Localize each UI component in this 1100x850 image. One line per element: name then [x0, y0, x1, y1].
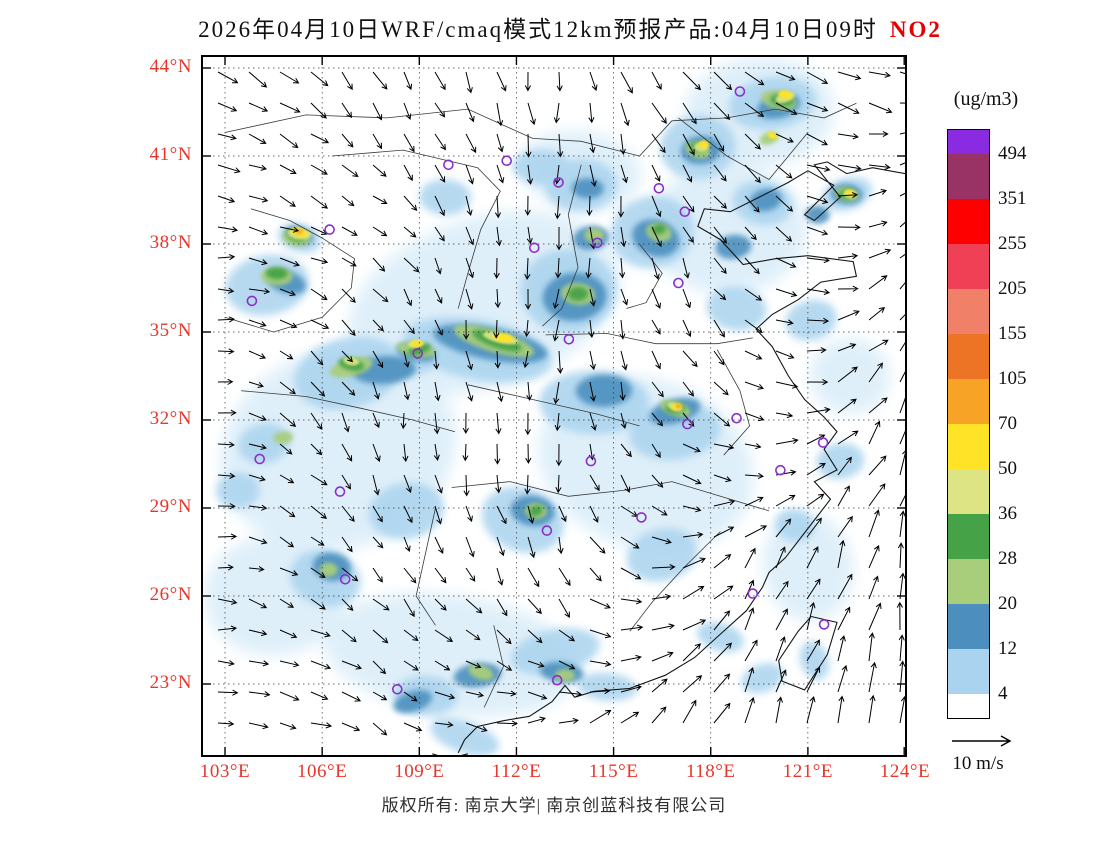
colorbar-block [948, 334, 989, 379]
wind-scale-label: 10 m/s [952, 753, 1004, 774]
colorbar-block [948, 130, 989, 154]
colorbar-level-label: 155 [998, 323, 1027, 344]
colorbar-level-label: 28 [998, 548, 1017, 569]
colorbar-block [948, 649, 989, 694]
title-species: NO2 [889, 17, 942, 42]
colorbar-level-label: 50 [998, 458, 1017, 479]
wind-scale-arrow-icon [952, 735, 1012, 747]
y-tick-label: 32°N [149, 407, 192, 429]
colorbar-level-label: 4 [998, 683, 1008, 704]
colorbar-block [948, 199, 989, 244]
colorbar-level-label: 20 [998, 593, 1017, 614]
wind-arrows [217, 71, 905, 736]
colorbar-block [948, 604, 989, 649]
colorbar-block [948, 244, 989, 289]
axis-ticks [203, 57, 905, 755]
y-tick-label: 35°N [149, 319, 192, 341]
colorbar-level-label: 70 [998, 413, 1017, 434]
y-tick-label: 44°N [149, 55, 192, 77]
x-tick-label: 106°E [297, 761, 348, 782]
province-borders [224, 102, 857, 708]
page-title: 2026年04月10日WRF/cmaq模式12km预报产品:04月10日09时 N… [60, 10, 1080, 44]
y-tick-label: 38°N [149, 231, 192, 253]
colorbar-level-label: 12 [998, 638, 1017, 659]
colorbar-level-label: 494 [998, 143, 1027, 164]
y-tick-label: 29°N [149, 495, 192, 517]
colorbar-block [948, 424, 989, 469]
forecast-map-canvas [203, 57, 905, 755]
colorbar-level-label: 36 [998, 503, 1017, 524]
coastline [432, 161, 905, 755]
y-tick-label: 41°N [149, 143, 192, 165]
graticule [203, 57, 905, 755]
colorbar-level-label: 205 [998, 278, 1027, 299]
title-text: 2026年04月10日WRF/cmaq模式12km预报产品:04月10日09时 [198, 17, 878, 42]
copyright-footer: 版权所有: 南京大学| 南京创蓝科技有限公司 [381, 796, 727, 815]
colorbar-block [948, 694, 989, 718]
y-tick-label: 23°N [149, 671, 192, 693]
x-tick-label: 112°E [491, 761, 542, 782]
x-tick-label: 115°E [588, 761, 639, 782]
x-tick-label: 124°E [879, 761, 931, 782]
y-tick-label: 26°N [149, 583, 192, 605]
colorbar-block [948, 379, 989, 424]
colorbar-level-label: 351 [998, 188, 1027, 209]
map-layers [203, 57, 905, 755]
colorbar-block [948, 514, 989, 559]
x-tick-label: 109°E [394, 761, 445, 782]
colorbar-block [948, 154, 989, 199]
colorbar-level-label: 255 [998, 233, 1027, 254]
x-tick-label: 103°E [199, 761, 251, 782]
colorbar [947, 129, 990, 719]
colorbar-unit: (ug/m3) [953, 88, 1019, 110]
x-tick-label: 121°E [782, 761, 833, 782]
colorbar-level-label: 105 [998, 368, 1027, 389]
map-frame [201, 55, 907, 757]
x-tick-label: 118°E [685, 761, 736, 782]
city-markers [246, 86, 830, 695]
colorbar-block [948, 289, 989, 334]
colorbar-block [948, 559, 989, 604]
colorbar-block [948, 469, 989, 514]
